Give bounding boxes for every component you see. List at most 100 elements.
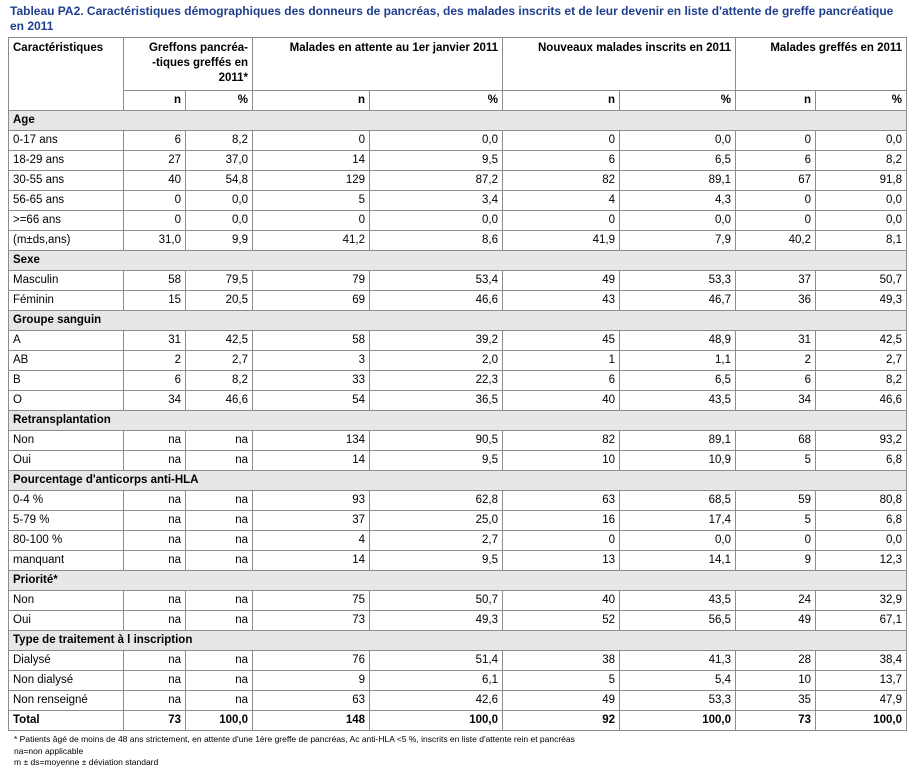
table-cell: 0,0 <box>619 210 737 231</box>
section-row: Age <box>7 110 908 131</box>
table-cell: 75 <box>252 590 370 611</box>
table-row: AB 2 2,7 3 2,0 1 1,1 2 2,7 <box>8 350 908 371</box>
row-label: Féminin <box>8 290 124 311</box>
row-label: Oui <box>8 450 124 471</box>
table-cell: 31 <box>735 330 817 351</box>
table-cell: 34 <box>735 390 817 411</box>
table-cell: 46,6 <box>368 290 504 311</box>
table-cell: na <box>123 450 186 471</box>
total-cell: 100,0 <box>619 710 737 731</box>
table-cell: 42,5 <box>815 330 908 351</box>
table-cell: 47,9 <box>815 690 908 711</box>
table-cell: 46,6 <box>185 390 253 411</box>
table-cell: 40,2 <box>735 230 817 251</box>
table-cell: 89,1 <box>619 430 737 451</box>
table-cell: 0,0 <box>619 130 737 151</box>
table-cell: 0 <box>502 530 621 551</box>
table-row: Oui na na 73 49,3 52 56,5 49 67,1 <box>8 610 908 631</box>
table-cell: na <box>123 690 186 711</box>
row-label: 18-29 ans <box>8 150 124 171</box>
row-label: manquant <box>8 550 124 571</box>
table-cell: 1,1 <box>619 350 737 371</box>
table-cell: 43,5 <box>619 590 737 611</box>
table-cell: 49 <box>735 610 817 631</box>
table-cell: 0,0 <box>815 130 908 151</box>
table-cell: 2,7 <box>185 350 253 371</box>
table-cell: 12,3 <box>815 550 908 571</box>
table-body: Age 0-17 ans 6 8,2 0 0,0 0 0,0 0 0,0 18-29 ans 27 37… <box>7 110 908 731</box>
row-label: 80-100 % <box>8 530 124 551</box>
table-cell: 53,4 <box>368 270 504 291</box>
subheader-n: n <box>123 90 186 111</box>
table-cell: 36,5 <box>368 390 504 411</box>
row-label: 30-55 ans <box>8 170 124 191</box>
table-cell: 80,8 <box>815 490 908 511</box>
section-row: Sexe <box>7 250 908 271</box>
subheader-pct: % <box>815 90 908 111</box>
table-row: >=66 ans 0 0,0 0 0,0 0 0,0 0 0,0 <box>8 210 908 231</box>
table-title: Tableau PA2. Caractéristiques démographi… <box>10 4 894 33</box>
table-cell: 63 <box>502 490 621 511</box>
total-cell: 92 <box>502 710 621 731</box>
table-cell: 8,2 <box>185 370 253 391</box>
table-cell: 76 <box>252 650 370 671</box>
table-cell: 38 <box>502 650 621 671</box>
table-cell: na <box>185 590 253 611</box>
table-cell: 54 <box>252 390 370 411</box>
table-cell: 91,8 <box>815 170 908 191</box>
table-row: Dialysé na na 76 51,4 38 41,3 28 38,4 <box>8 650 908 671</box>
table-cell: 27 <box>123 150 186 171</box>
row-label: 0-17 ans <box>8 130 124 151</box>
footnote: m ± ds=moyenne ± déviation standard <box>14 757 159 767</box>
table-cell: 89,1 <box>619 170 737 191</box>
table-cell: na <box>123 650 186 671</box>
table-cell: 0,0 <box>368 210 504 231</box>
table-cell: 9 <box>252 670 370 691</box>
table-row: 0-4 % na na 93 62,8 63 68,5 59 80,8 <box>8 490 908 511</box>
table-cell: 10 <box>735 670 817 691</box>
table-row: 0-17 ans 6 8,2 0 0,0 0 0,0 0 0,0 <box>8 130 908 151</box>
table-cell: 56,5 <box>619 610 737 631</box>
table-cell: 9,5 <box>368 150 504 171</box>
table-row: Féminin 15 20,5 69 46,6 43 46,7 36 49,3 <box>8 290 908 311</box>
table-cell: 6,5 <box>619 370 737 391</box>
table-cell: 4 <box>502 190 621 211</box>
table-cell: na <box>185 530 253 551</box>
section-row: Type de traitement à l inscription <box>7 630 908 651</box>
table-cell: na <box>185 650 253 671</box>
row-label: Masculin <box>8 270 124 291</box>
subheader-pct: % <box>185 90 253 111</box>
table-cell: 41,9 <box>502 230 621 251</box>
table-cell: 38,4 <box>815 650 908 671</box>
table-cell: 6 <box>123 130 186 151</box>
table-cell: 2,7 <box>368 530 504 551</box>
table-cell: 45 <box>502 330 621 351</box>
table-cell: 4,3 <box>619 190 737 211</box>
table-cell: 50,7 <box>368 590 504 611</box>
row-label: 0-4 % <box>8 490 124 511</box>
table-cell: 33 <box>252 370 370 391</box>
table-cell: 8,2 <box>815 370 908 391</box>
table-cell: 40 <box>502 390 621 411</box>
table-cell: 7,9 <box>619 230 737 251</box>
table-row: 30-55 ans 40 54,8 129 87,2 82 89,1 67 91,8 <box>8 170 908 191</box>
row-label: A <box>8 330 124 351</box>
table-cell: 0,0 <box>185 190 253 211</box>
footnote: * Patients âgé de moins de 48 ans strict… <box>14 734 575 744</box>
subheader-row: n % n % n % n % <box>9 90 908 111</box>
table-cell: 93 <box>252 490 370 511</box>
table-cell: 43 <box>502 290 621 311</box>
subheader-pct: % <box>368 90 504 111</box>
table-cell: 49 <box>502 690 621 711</box>
table-cell: 0 <box>735 190 817 211</box>
total-cell: 73 <box>735 710 817 731</box>
section-row: Pourcentage d'anticorps anti-HLA <box>7 470 908 491</box>
row-label: (m±ds,ans) <box>8 230 124 251</box>
table-cell: 6,8 <box>815 450 908 471</box>
section-row: Priorité* <box>7 570 908 591</box>
table-cell: 32,9 <box>815 590 908 611</box>
table-cell: 48,9 <box>619 330 737 351</box>
table-cell: 5 <box>735 510 817 531</box>
table-cell: 40 <box>123 170 186 191</box>
table-cell: 6,1 <box>368 670 504 691</box>
